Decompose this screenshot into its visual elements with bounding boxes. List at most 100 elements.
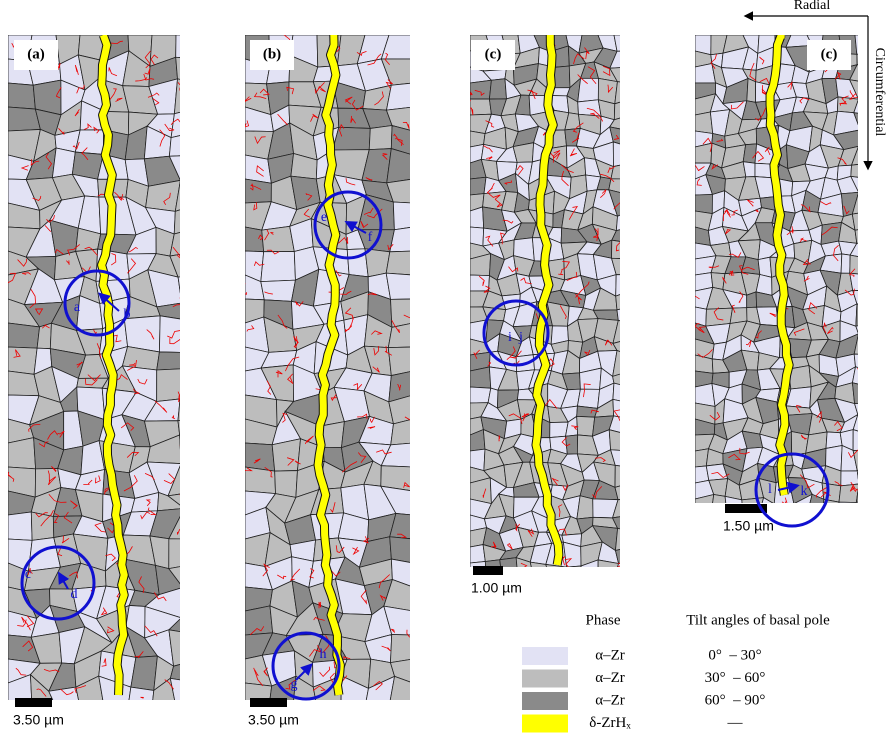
grain [8,347,37,374]
boundary [857,363,871,373]
grain [856,483,871,503]
grain [391,299,413,327]
grain [393,202,413,230]
grain [850,273,871,291]
legend-tilt: 30° – 60° [705,670,766,686]
grain [470,387,491,403]
grain [850,255,871,275]
grain [272,439,300,471]
scale-bar [15,698,52,707]
scale-bar [473,566,503,575]
scale-bar-label: 3.50 µm [248,712,299,728]
grain [386,251,413,275]
grain [614,35,630,51]
grain [178,419,200,443]
scale-bar-label: 1.00 µm [471,580,522,596]
grain [470,545,485,563]
grain [369,126,392,150]
grain [839,484,859,503]
legend-swatch [522,670,568,688]
marker-letter: f [368,230,373,245]
grain [181,587,200,618]
marker-letter: a [74,300,81,315]
grain [390,634,413,662]
legend-swatch [522,715,568,733]
circumferential-label: Circumferential [872,48,886,137]
grain [489,79,506,99]
legend-tilt: 60° – 90° [705,692,766,708]
grain [174,79,200,114]
legend-tilt: 0° – 30° [708,647,761,663]
grain [743,144,756,163]
microstructure-map [691,35,871,515]
legend-header: Tilt angles of basal pole [686,612,830,628]
grain [566,566,582,579]
marker-letter: i [508,330,512,345]
legend-phase: α–Zr [595,670,625,686]
grain [261,280,296,301]
marker-letter: k [801,484,808,499]
grain [470,80,491,99]
panel-label: (a) [27,46,45,62]
legend-phase: α–Zr [595,647,625,663]
legend-tilt: — [727,715,744,731]
grain [180,435,200,467]
grain [180,369,200,399]
grain [695,112,713,134]
boundary [180,445,191,457]
grain [387,149,413,183]
scale-bar-label: 1.50 µm [723,518,774,534]
scale-bar-label: 3.50 µm [13,712,64,728]
legend-swatch [522,647,568,665]
grain [131,656,158,690]
grain [853,430,871,451]
grain [180,319,200,352]
grain [577,416,595,436]
grain [841,254,850,273]
grain [615,82,630,104]
grain [613,142,630,167]
grain [245,179,271,203]
panel-label: (c) [485,46,502,62]
panel-label: (c) [821,46,838,62]
grain [470,99,491,115]
marker-letter: c [25,567,31,582]
legend-header: Phase [586,612,621,628]
grain [856,323,871,339]
grain [470,367,491,388]
grain [598,78,617,103]
grain [157,352,182,370]
grain [513,143,533,163]
grain [577,406,598,417]
grain [262,226,295,251]
grain [615,465,630,487]
grain [546,564,567,579]
marker-letter: j [518,330,523,345]
marker-letter: l [768,482,772,497]
microstructure-map [3,35,200,707]
grain [181,299,200,323]
grain [616,275,630,296]
grain [8,512,32,540]
grain [841,471,859,486]
grain [852,383,871,404]
grain [31,512,54,540]
grain [577,496,593,519]
grain [245,606,273,635]
grain [566,435,578,454]
legend-phase: δ-ZrHₓ [589,715,631,731]
grain [386,273,413,299]
page: {"panels": [ {"label": "(a)", "scale_bar… [0,0,886,748]
grain [598,560,619,579]
grain [52,148,75,178]
legend-phase: α–Zr [595,692,625,708]
grain [333,127,371,150]
grain [178,275,200,303]
grain [711,494,727,515]
grain [747,292,757,308]
grain [159,316,181,353]
grain [609,430,630,451]
marker-letter: h [320,647,327,662]
boundary [461,94,471,103]
boundary [499,435,500,441]
